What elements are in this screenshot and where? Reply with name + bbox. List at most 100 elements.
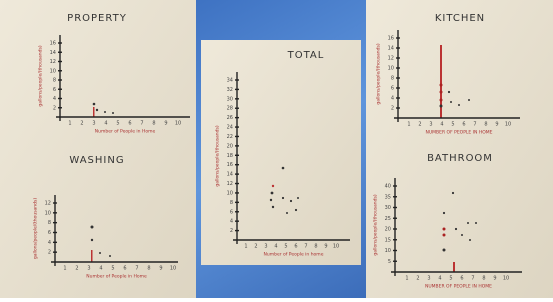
y-tick-label: 2 [391,106,394,112]
x-axis-label: Number of People in home [264,252,324,258]
y-tick-label: 10 [227,190,233,196]
x-tick-label: 5 [451,122,454,128]
y-tick-label: 16 [227,162,233,168]
y-tick-label: 4 [391,96,394,102]
x-tick-label: 2 [416,276,419,282]
y-tick-label: 4 [53,96,56,102]
x-tick-label: 3 [429,122,432,128]
x-tick-label: 2 [80,121,83,127]
panel-title: WASHING [69,155,124,166]
y-axis-label: gallons/people/(thousands) [376,43,382,104]
page: PROPERTY12345678910246810121416Number of… [0,0,553,298]
y-tick-label: 12 [388,56,394,62]
x-tick-label: 4 [104,121,107,127]
x-tick-label: 7 [135,266,138,272]
x-tick-label: 5 [111,266,114,272]
x-tick-label: 1 [244,244,247,250]
y-tick-label: 20 [385,227,391,233]
y-tick-label: 30 [385,205,391,211]
x-tick-label: 4 [438,276,441,282]
x-tick-label: 9 [164,121,167,127]
y-tick-label: 15 [385,237,391,243]
y-tick-label: 6 [391,86,394,92]
y-tick-label: 6 [230,209,233,215]
y-tick-label: 35 [385,194,391,200]
x-tick-label: 10 [503,276,509,282]
x-tick-label: 4 [440,122,443,128]
x-tick-label: 9 [493,276,496,282]
panel-title: TOTAL [287,50,325,61]
photo: PROPERTY12345678910246810121416Number of… [0,0,553,298]
x-axis-label: Number of People in Home [95,129,156,135]
x-tick-label: 4 [274,244,277,250]
x-tick-label: 3 [264,244,267,250]
paper-right [366,0,553,298]
x-tick-label: 1 [407,122,410,128]
y-tick-label: 10 [385,248,391,254]
x-tick-label: 5 [449,276,452,282]
y-tick-label: 30 [227,96,233,102]
x-tick-label: 9 [324,244,327,250]
y-tick-label: 8 [391,76,394,82]
x-tick-label: 4 [99,266,102,272]
y-tick-label: 6 [53,87,56,93]
x-tick-label: 8 [314,244,317,250]
y-axis-label: gallons/people/(thousands) [38,45,44,106]
y-tick-label: 26 [227,115,233,121]
x-tick-label: 6 [462,122,465,128]
y-tick-label: 6 [48,230,51,236]
x-tick-label: 8 [147,266,150,272]
y-tick-label: 14 [227,172,233,178]
x-tick-label: 8 [484,122,487,128]
panel-title: PROPERTY [67,13,127,24]
y-tick-label: 10 [45,210,51,216]
x-tick-label: 9 [495,122,498,128]
y-tick-label: 22 [227,134,233,140]
paper-middle [201,40,361,265]
y-tick-label: 8 [48,220,51,226]
x-tick-label: 5 [284,244,287,250]
x-tick-label: 10 [333,244,339,250]
y-tick-label: 4 [48,240,51,246]
x-tick-label: 5 [116,121,119,127]
x-tick-label: 7 [140,121,143,127]
x-tick-label: 8 [482,276,485,282]
x-tick-label: 3 [427,276,430,282]
y-tick-label: 8 [53,78,56,84]
y-tick-label: 8 [230,200,233,206]
x-tick-label: 1 [405,276,408,282]
y-axis-label: gallons/people/(thousands) [373,194,379,255]
panel-title: KITCHEN [435,13,485,24]
panel-title: BATHROOM [427,153,493,164]
x-tick-label: 10 [170,266,176,272]
y-tick-label: 16 [388,36,394,42]
y-tick-label: 12 [227,181,233,187]
y-tick-label: 24 [227,125,233,131]
x-tick-label: 10 [175,121,181,127]
y-tick-label: 2 [230,228,233,234]
y-tick-label: 2 [53,105,56,111]
y-tick-label: 18 [227,153,233,159]
x-tick-label: 1 [63,266,66,272]
x-tick-label: 7 [471,276,474,282]
y-tick-label: 2 [48,250,51,256]
y-tick-label: 4 [230,219,233,225]
y-tick-label: 12 [50,59,56,65]
y-tick-label: 12 [45,201,51,207]
x-tick-label: 1 [68,121,71,127]
x-axis-label: Number of People in Home [86,274,147,280]
y-tick-label: 20 [227,143,233,149]
y-tick-label: 25 [385,216,391,222]
paper-left [0,0,196,298]
y-tick-label: 10 [388,66,394,72]
y-tick-label: 10 [50,68,56,74]
x-tick-label: 6 [294,244,297,250]
x-tick-label: 7 [473,122,476,128]
x-tick-label: 6 [460,276,463,282]
y-tick-label: 16 [50,41,56,47]
x-tick-label: 8 [152,121,155,127]
y-tick-label: 14 [388,46,394,52]
x-axis-label: NUMBER OF PEOPLE IN HOME [425,284,492,290]
y-axis-label: gallons/people/(thousands) [215,125,221,186]
x-axis-label: NUMBER OF PEOPLE IN HOME [426,130,493,136]
